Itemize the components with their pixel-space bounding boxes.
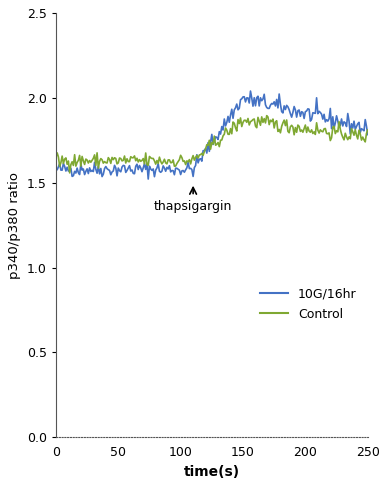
Line: Control: Control [56, 115, 368, 173]
Control [243, 117, 248, 123]
10G/16hr [197, 156, 202, 162]
Control [267, 122, 272, 128]
10G/16hr [365, 131, 370, 137]
Text: thapsigargin: thapsigargin [154, 200, 232, 213]
Y-axis label: p340/p380 ratio: p340/p380 ratio [8, 172, 21, 279]
Control [264, 112, 269, 118]
Control [365, 127, 370, 133]
Line: 10G/16hr: 10G/16hr [56, 91, 368, 179]
10G/16hr [54, 165, 58, 170]
Control [291, 124, 295, 130]
Legend: 10G/16hr, Control: 10G/16hr, Control [255, 282, 362, 326]
Control [67, 170, 72, 176]
10G/16hr [146, 176, 151, 182]
10G/16hr [243, 99, 248, 105]
10G/16hr [239, 96, 244, 102]
Control [54, 154, 58, 160]
Control [177, 157, 182, 163]
10G/16hr [291, 110, 295, 115]
10G/16hr [177, 167, 182, 173]
X-axis label: time(s): time(s) [184, 465, 240, 479]
Control [197, 152, 202, 158]
10G/16hr [267, 106, 272, 112]
Control [239, 124, 244, 130]
10G/16hr [248, 88, 253, 94]
